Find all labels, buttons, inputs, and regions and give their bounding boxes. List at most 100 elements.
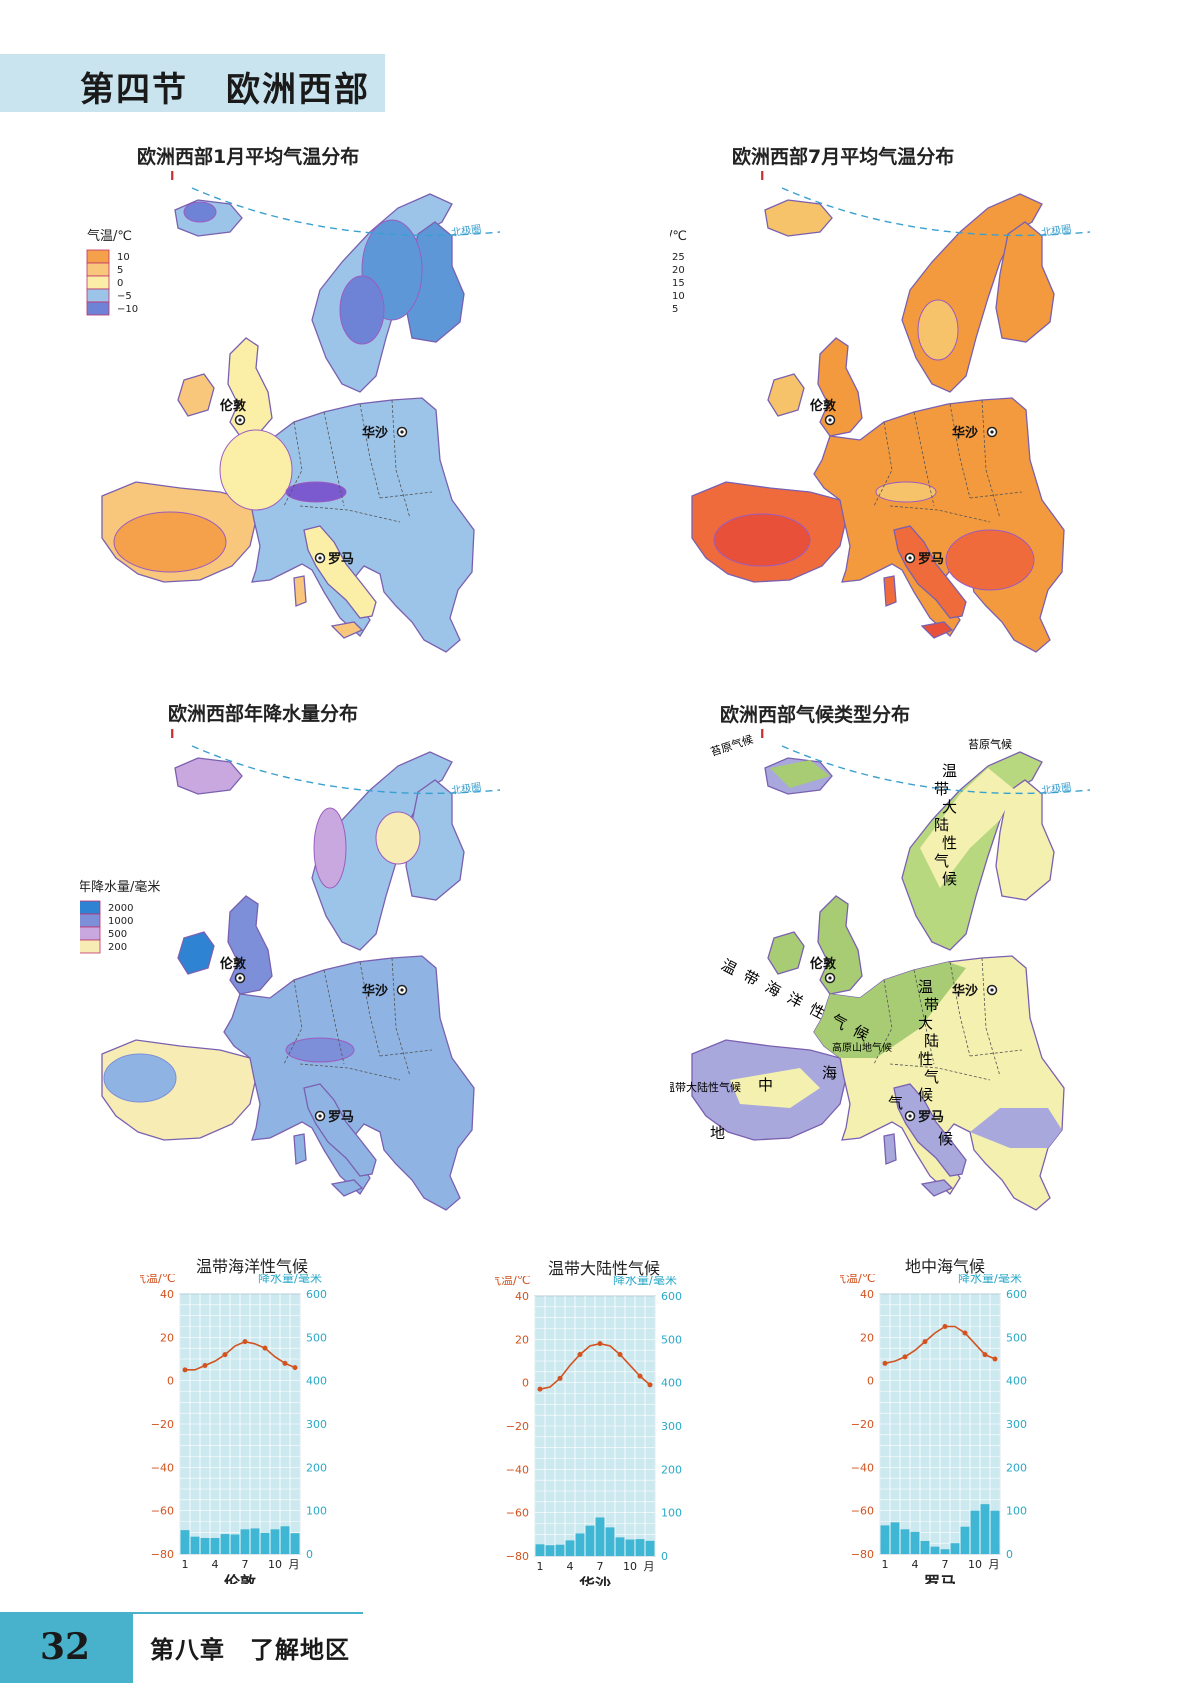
- chart-precip-bar: [535, 1544, 545, 1556]
- climate-land-sardinia: [883, 1133, 897, 1165]
- chart-precip-bar: [545, 1545, 555, 1556]
- climate-label-maritime-char: 温: [718, 956, 740, 979]
- chart-temp-point: [882, 1360, 888, 1366]
- jul-country-border: [873, 421, 893, 507]
- precip-legend-swatch: [80, 926, 101, 941]
- section-name: 欧洲西部: [226, 70, 370, 110]
- jan-alps-cold: [285, 481, 347, 503]
- climate-land-sicily: [920, 1179, 954, 1197]
- climate-arctic-circle-line: [781, 745, 1091, 795]
- precip-dry-zone-north: [375, 811, 421, 865]
- climate-zone-continental-iberia: [730, 1068, 820, 1108]
- chart-precip-bar: [230, 1534, 240, 1554]
- chart-precip-bar: [555, 1544, 565, 1556]
- precip-legend-label: 200: [108, 942, 127, 953]
- chart-temp-point: [617, 1352, 623, 1357]
- chart-temp-point: [962, 1330, 968, 1336]
- chart-temp-point: [992, 1356, 998, 1362]
- chart-precip-bar: [625, 1539, 635, 1556]
- chart-precip-bar: [565, 1540, 575, 1556]
- chart-month-tick: 1: [882, 1558, 889, 1571]
- chart-precip-bar: [290, 1533, 300, 1554]
- climate-label-maritime-char: 气: [828, 1011, 850, 1034]
- jul-country-border: [949, 403, 971, 499]
- climate-label-continental-north-char: 气: [934, 852, 949, 870]
- chart-precip-bar: [575, 1533, 585, 1556]
- chart-precip-tick: 400: [306, 1375, 327, 1388]
- jan-country-border: [379, 491, 433, 499]
- chart-precip-axis-label: 降水量/毫米: [958, 1274, 1022, 1285]
- chart-temp-tick: −40: [851, 1461, 874, 1474]
- chart-precip-bar: [960, 1526, 970, 1554]
- climate-city-dot-warsaw: [990, 988, 994, 992]
- precip-land-sicily: [330, 1179, 364, 1197]
- jan-legend-label: 10: [117, 252, 130, 263]
- jan-land-ireland: [177, 373, 215, 417]
- chart-precip-axis-label: 降水量/毫米: [258, 1274, 322, 1285]
- chart-month-tick: 10: [623, 1560, 637, 1573]
- jan-city-label-warsaw: 华沙: [362, 425, 388, 441]
- climate-zone-mediterranean-balkans: [970, 1108, 1062, 1148]
- chart-precip-tick: 0: [1006, 1548, 1013, 1561]
- chart-precip-bar: [880, 1525, 890, 1554]
- jul-city-dot-warsaw: [990, 430, 994, 434]
- climate-label-tundra-north: 苔原气候: [968, 737, 1012, 751]
- chart-month-tick: 7: [242, 1558, 249, 1571]
- climate-label-continental-char: 性: [918, 1050, 933, 1068]
- jul-land-britain: [817, 337, 863, 437]
- chart-precip-bar: [585, 1525, 595, 1556]
- chart-temp-tick: −20: [506, 1420, 529, 1433]
- jan-country-border: [283, 421, 303, 507]
- climate-chart-warsaw: 气温/℃ 降水量/毫米40200−20−40−60−806005004003002…: [495, 1276, 682, 1586]
- chart-temp-tick: −60: [151, 1505, 174, 1518]
- precip-city-dot-london: [238, 976, 242, 980]
- jul-land-iceland: [764, 199, 833, 237]
- section-header-band: [0, 54, 385, 112]
- chart-month-tick: 1: [537, 1560, 544, 1573]
- map-climate-types: 北极圈I伦敦华沙罗马苔原气候 苔原气候温带大陆性气候温带海洋性气候温带大陆性气候高…: [670, 728, 1091, 1211]
- chart-precip-bar: [190, 1536, 200, 1554]
- chart-precip-bar: [615, 1537, 625, 1556]
- climate-chart-rome: 气温/℃ 降水量/毫米40200−20−40−60−806005004003002…: [840, 1274, 1027, 1584]
- chart-precip-bar: [605, 1527, 615, 1556]
- chart-precip-bar: [940, 1549, 950, 1554]
- jan-mild-zone-france: [219, 429, 293, 511]
- jul-alps-cool: [875, 481, 937, 503]
- climate-label-mediterranean-char: 中: [758, 1076, 773, 1094]
- climate-city-dot-london: [828, 976, 832, 980]
- jul-legend-title: 气温/℃: [670, 228, 687, 244]
- chart-title-continental: 温带大陆性气候: [548, 1259, 661, 1278]
- jan-legend-label: 0: [117, 278, 123, 289]
- jan-iceland-cold: [183, 201, 217, 223]
- jul-land-continent: [813, 397, 1065, 653]
- chart-precip-bar: [950, 1543, 960, 1554]
- jan-land-sardinia: [293, 575, 307, 607]
- chart-month-tick: 10: [268, 1558, 282, 1571]
- chart-precip-bar: [180, 1530, 190, 1554]
- chart-precip-tick: 300: [661, 1420, 682, 1433]
- jul-city-dot-london: [828, 418, 832, 422]
- chart-temp-tick: −40: [506, 1463, 529, 1476]
- climate-city-dot-rome: [908, 1114, 912, 1118]
- chart-precip-tick: 200: [661, 1463, 682, 1476]
- precip-wet-zone-iberia: [103, 1053, 177, 1103]
- climate-arctic-circle-label: 北极圈: [1041, 780, 1073, 797]
- climate-label-maritime-char: 候: [850, 1022, 872, 1045]
- jul-legend-label: 5: [672, 304, 678, 315]
- jan-legend-label: −5: [117, 291, 132, 302]
- precip-country-border: [359, 961, 381, 1057]
- precip-land-sardinia: [293, 1133, 307, 1165]
- chart-precip-bar: [920, 1541, 930, 1554]
- climate-country-border: [889, 1063, 991, 1081]
- chart-temp-point: [292, 1365, 298, 1371]
- section-number: 第四节: [80, 70, 188, 110]
- precip-country-border: [379, 1049, 433, 1057]
- chart-precip-tick: 500: [661, 1333, 682, 1346]
- climate-label-continental-north-char: 性: [942, 834, 957, 852]
- chart-temp-tick: 40: [160, 1288, 174, 1301]
- chart-precip-tick: 300: [306, 1418, 327, 1431]
- chart-temp-point: [597, 1341, 603, 1347]
- precip-land-iceland: [174, 757, 243, 795]
